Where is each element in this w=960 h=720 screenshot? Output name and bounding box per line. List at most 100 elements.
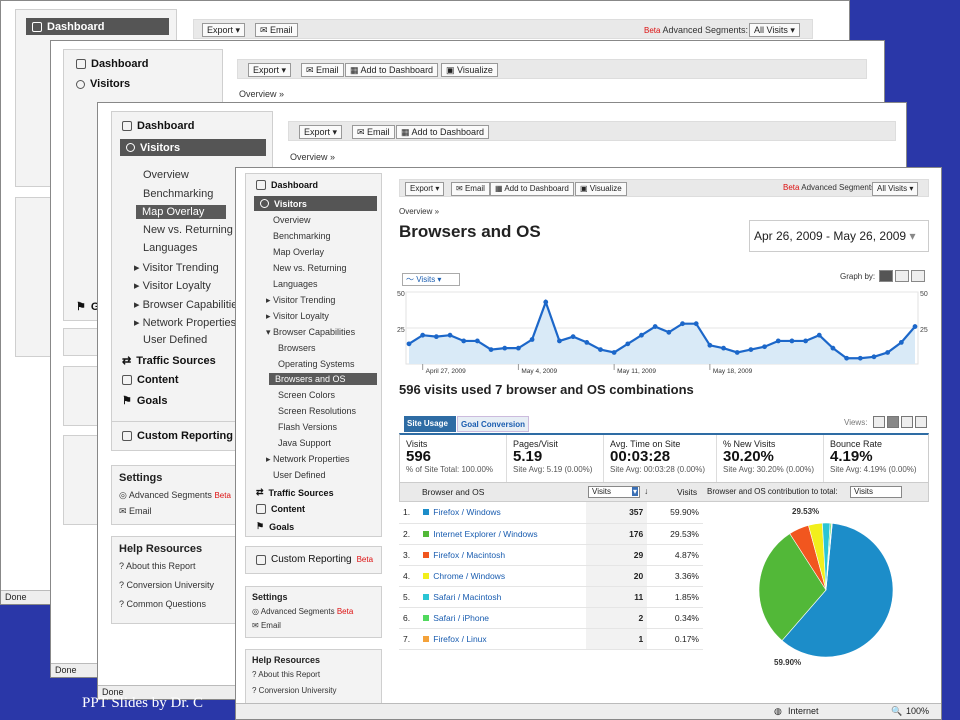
nav-sub-benchmarking[interactable]: Benchmarking bbox=[273, 231, 331, 241]
date-range-picker[interactable]: Apr 26, 2009 - May 26, 2009 ▾ bbox=[749, 220, 929, 252]
breadcrumb[interactable]: Overview » bbox=[399, 207, 440, 216]
nav-sub-network-properties[interactable]: ▸ Network Properties bbox=[134, 317, 237, 329]
conversion-university-link[interactable]: ? Conversion University bbox=[252, 686, 337, 695]
sort-arrow-icon[interactable]: ↓ bbox=[644, 486, 649, 496]
graph-metric-select[interactable]: 〜 Visits ▾ bbox=[402, 273, 460, 286]
add-to-dashboard-button[interactable]: ▦ Add to Dashboard bbox=[490, 182, 574, 196]
email-button[interactable]: ✉ Email bbox=[301, 63, 344, 77]
col-browser-and-os[interactable]: Browser and OS bbox=[422, 487, 485, 497]
export-button[interactable]: Export ▾ bbox=[299, 125, 343, 139]
nav-traffic-sources[interactable]: ⇄ Traffic Sources bbox=[256, 487, 334, 498]
nav-sub-benchmarking[interactable]: Benchmarking bbox=[143, 188, 214, 200]
nav-sub-user-defined[interactable]: User Defined bbox=[273, 470, 326, 480]
add-to-dashboard-button[interactable]: ▦ Add to Dashboard bbox=[345, 63, 439, 77]
table-row[interactable]: 1. Firefox / Windows 357 59.90% bbox=[399, 502, 703, 524]
nav-sub-visitor-trending[interactable]: ▸ Visitor Trending bbox=[134, 262, 219, 274]
table-row[interactable]: 4. Chrome / Windows 20 3.36% bbox=[399, 565, 703, 587]
nav-sub-screen-colors[interactable]: Screen Colors bbox=[278, 390, 336, 400]
email-link[interactable]: ✉ Email bbox=[119, 506, 152, 516]
row-name[interactable]: Firefox / Linux bbox=[419, 628, 587, 650]
nav-sub-visitor-loyalty[interactable]: ▸ Visitor Loyalty bbox=[134, 280, 211, 292]
nav-dashboard[interactable]: Dashboard bbox=[256, 180, 318, 190]
nav-content[interactable]: Content bbox=[122, 374, 179, 386]
nav-sub-browser-capabilities[interactable]: ▾ Browser Capabilities bbox=[266, 327, 356, 337]
nav-custom-reporting[interactable]: Custom Reporting bbox=[122, 430, 233, 442]
row-name[interactable]: Firefox / Windows bbox=[419, 502, 587, 524]
view-bar-icon[interactable] bbox=[901, 416, 913, 428]
col-metric-select[interactable]: Visits ▾ bbox=[588, 486, 640, 498]
table-row[interactable]: 3. Firefox / Macintosh 29 4.87% bbox=[399, 544, 703, 566]
row-name[interactable]: Chrome / Windows bbox=[419, 565, 587, 587]
zoom-level[interactable]: 100% bbox=[906, 706, 930, 716]
about-report-link[interactable]: ? About this Report bbox=[119, 561, 196, 571]
nav-sub-overview[interactable]: Overview bbox=[143, 169, 189, 181]
tab-goal-conversion[interactable]: Goal Conversion bbox=[457, 416, 529, 432]
nav-goals[interactable]: ⚑Goals bbox=[256, 521, 295, 532]
table-row[interactable]: 5. Safari / Macintosh 11 1.85% bbox=[399, 586, 703, 608]
row-name[interactable]: Internet Explorer / Windows bbox=[419, 523, 587, 545]
row-name[interactable]: Firefox / Macintosh bbox=[419, 544, 587, 566]
nav-sub-visitor-loyalty[interactable]: ▸ Visitor Loyalty bbox=[266, 311, 329, 321]
email-button[interactable]: ✉ Email bbox=[352, 125, 395, 139]
nav-sub-map-overlay[interactable]: Map Overlay bbox=[273, 247, 325, 257]
add-to-dashboard-button[interactable]: ▦ Add to Dashboard bbox=[396, 125, 490, 139]
conversion-university-link[interactable]: ? Conversion University bbox=[119, 580, 215, 590]
nav-sub-browsers[interactable]: Browsers bbox=[278, 343, 316, 353]
nav-visitors[interactable]: Visitors bbox=[254, 196, 377, 211]
visualize-button[interactable]: ▣ Visualize bbox=[441, 63, 498, 77]
row-name[interactable]: Safari / Macintosh bbox=[419, 586, 587, 608]
breadcrumb[interactable]: Overview » bbox=[239, 89, 285, 99]
breadcrumb[interactable]: Overview » bbox=[290, 152, 336, 162]
export-button[interactable]: Export ▾ bbox=[202, 23, 246, 37]
nav-visitors[interactable]: Visitors bbox=[76, 78, 130, 90]
export-button[interactable]: Export ▾ bbox=[405, 182, 445, 196]
nav-sub-user-defined[interactable]: User Defined bbox=[143, 334, 208, 346]
common-questions-link[interactable]: ? Common Questions bbox=[119, 599, 207, 609]
nav-sub-visitor-trending[interactable]: ▸ Visitor Trending bbox=[266, 295, 336, 305]
advanced-segments-link[interactable]: ◎ Advanced Segments Beta bbox=[252, 607, 354, 616]
tab-site-usage[interactable]: Site Usage bbox=[404, 416, 456, 432]
table-row[interactable]: 7. Firefox / Linux 1 0.17% bbox=[399, 628, 703, 650]
nav-custom-reporting[interactable]: Custom Reporting Beta bbox=[256, 554, 373, 565]
graph-by-day-button[interactable] bbox=[879, 270, 893, 282]
nav-visitors[interactable]: Visitors bbox=[120, 139, 266, 156]
row-name[interactable]: Safari / iPhone bbox=[419, 607, 587, 629]
export-button[interactable]: Export ▾ bbox=[248, 63, 292, 77]
col-visits[interactable]: Visits bbox=[677, 487, 698, 497]
about-report-link[interactable]: ? About this Report bbox=[252, 670, 321, 679]
nav-sub-screen-resolutions[interactable]: Screen Resolutions bbox=[278, 406, 357, 416]
nav-sub-browser-capabilities[interactable]: ▸ Browser Capabilities bbox=[134, 299, 243, 311]
nav-sub-languages[interactable]: Languages bbox=[273, 279, 318, 289]
segments-select[interactable]: All Visits ▾ bbox=[749, 23, 800, 37]
view-compare-icon[interactable] bbox=[915, 416, 927, 428]
nav-sub-map-overlay[interactable]: Map Overlay bbox=[136, 205, 226, 219]
nav-sub-browsers-and-os[interactable]: Browsers and OS bbox=[269, 373, 377, 385]
nav-traffic-sources[interactable]: ⇄ Traffic Sources bbox=[122, 354, 216, 368]
advanced-segments-link[interactable]: ◎ Advanced Segments Beta bbox=[119, 490, 231, 500]
nav-goals[interactable]: ⚑Goals bbox=[122, 394, 168, 408]
email-link[interactable]: ✉ Email bbox=[252, 621, 281, 630]
visualize-button[interactable]: ▣ Visualize bbox=[575, 182, 627, 196]
nav-content[interactable]: Content bbox=[256, 504, 305, 514]
nav-dashboard[interactable]: Dashboard bbox=[26, 18, 169, 35]
nav-sub-network-properties[interactable]: ▸ Network Properties bbox=[266, 454, 350, 464]
email-button[interactable]: ✉ Email bbox=[451, 182, 490, 196]
graph-by-month-button[interactable] bbox=[911, 270, 925, 282]
pie-metric-select[interactable]: Visits bbox=[850, 486, 902, 498]
nav-sub-languages[interactable]: Languages bbox=[143, 242, 198, 254]
segments-select[interactable]: All Visits ▾ bbox=[872, 182, 919, 196]
nav-sub-java-support[interactable]: Java Support bbox=[278, 438, 332, 448]
table-row[interactable]: 2. Internet Explorer / Windows 176 29.53% bbox=[399, 523, 703, 545]
nav-sub-new-returning[interactable]: New vs. Returning bbox=[273, 263, 347, 273]
view-pie-icon[interactable] bbox=[887, 416, 899, 428]
email-button[interactable]: ✉ Email bbox=[255, 23, 298, 37]
nav-dashboard[interactable]: Dashboard bbox=[76, 58, 148, 70]
nav-dashboard[interactable]: Dashboard bbox=[122, 120, 194, 132]
table-row[interactable]: 6. Safari / iPhone 2 0.34% bbox=[399, 607, 703, 629]
nav-sub-flash-versions[interactable]: Flash Versions bbox=[278, 422, 338, 432]
view-table-icon[interactable] bbox=[873, 416, 885, 428]
graph-by-week-button[interactable] bbox=[895, 270, 909, 282]
nav-sub-overview[interactable]: Overview bbox=[273, 215, 311, 225]
nav-sub-new-returning[interactable]: New vs. Returning bbox=[143, 224, 233, 236]
nav-sub-operating-systems[interactable]: Operating Systems bbox=[278, 359, 355, 369]
